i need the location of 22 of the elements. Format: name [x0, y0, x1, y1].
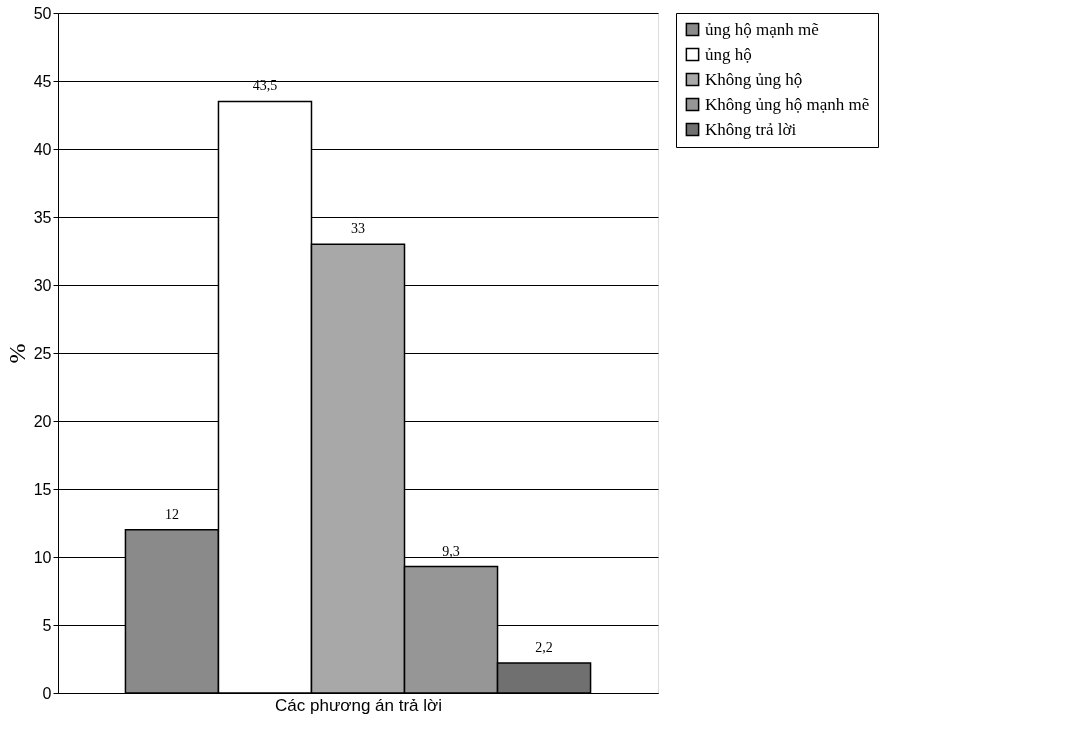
y-tick-label: 40 — [33, 140, 52, 158]
legend-label: Không trả lời — [705, 119, 797, 139]
data-label: 12 — [164, 506, 179, 522]
legend-label: ủng hộ — [705, 44, 752, 64]
data-label: 33 — [351, 221, 365, 237]
legend-label: Không ủng hộ — [705, 69, 803, 89]
y-tick-label: 45 — [33, 72, 52, 90]
y-tick-label: 5 — [42, 616, 52, 634]
y-tick-label: 0 — [42, 684, 52, 702]
y-tick-label: 25 — [33, 344, 52, 362]
data-label: 9,3 — [442, 543, 460, 559]
y-tick-label: 15 — [33, 480, 52, 498]
y-axis-title: % — [3, 343, 30, 364]
x-axis-title: Các phương án trả lời — [275, 695, 442, 715]
legend-label: Không ủng hộ mạnh mẽ — [705, 94, 870, 114]
y-tick-label: 35 — [33, 208, 52, 226]
y-tick-label: 50 — [33, 4, 52, 22]
y-tick-label: 10 — [33, 548, 52, 566]
data-label: 2,2 — [535, 640, 553, 656]
y-tick-label: 20 — [33, 412, 52, 430]
y-tick-label: 30 — [33, 276, 52, 294]
legend-label: ủng hộ mạnh mẽ — [705, 19, 819, 39]
